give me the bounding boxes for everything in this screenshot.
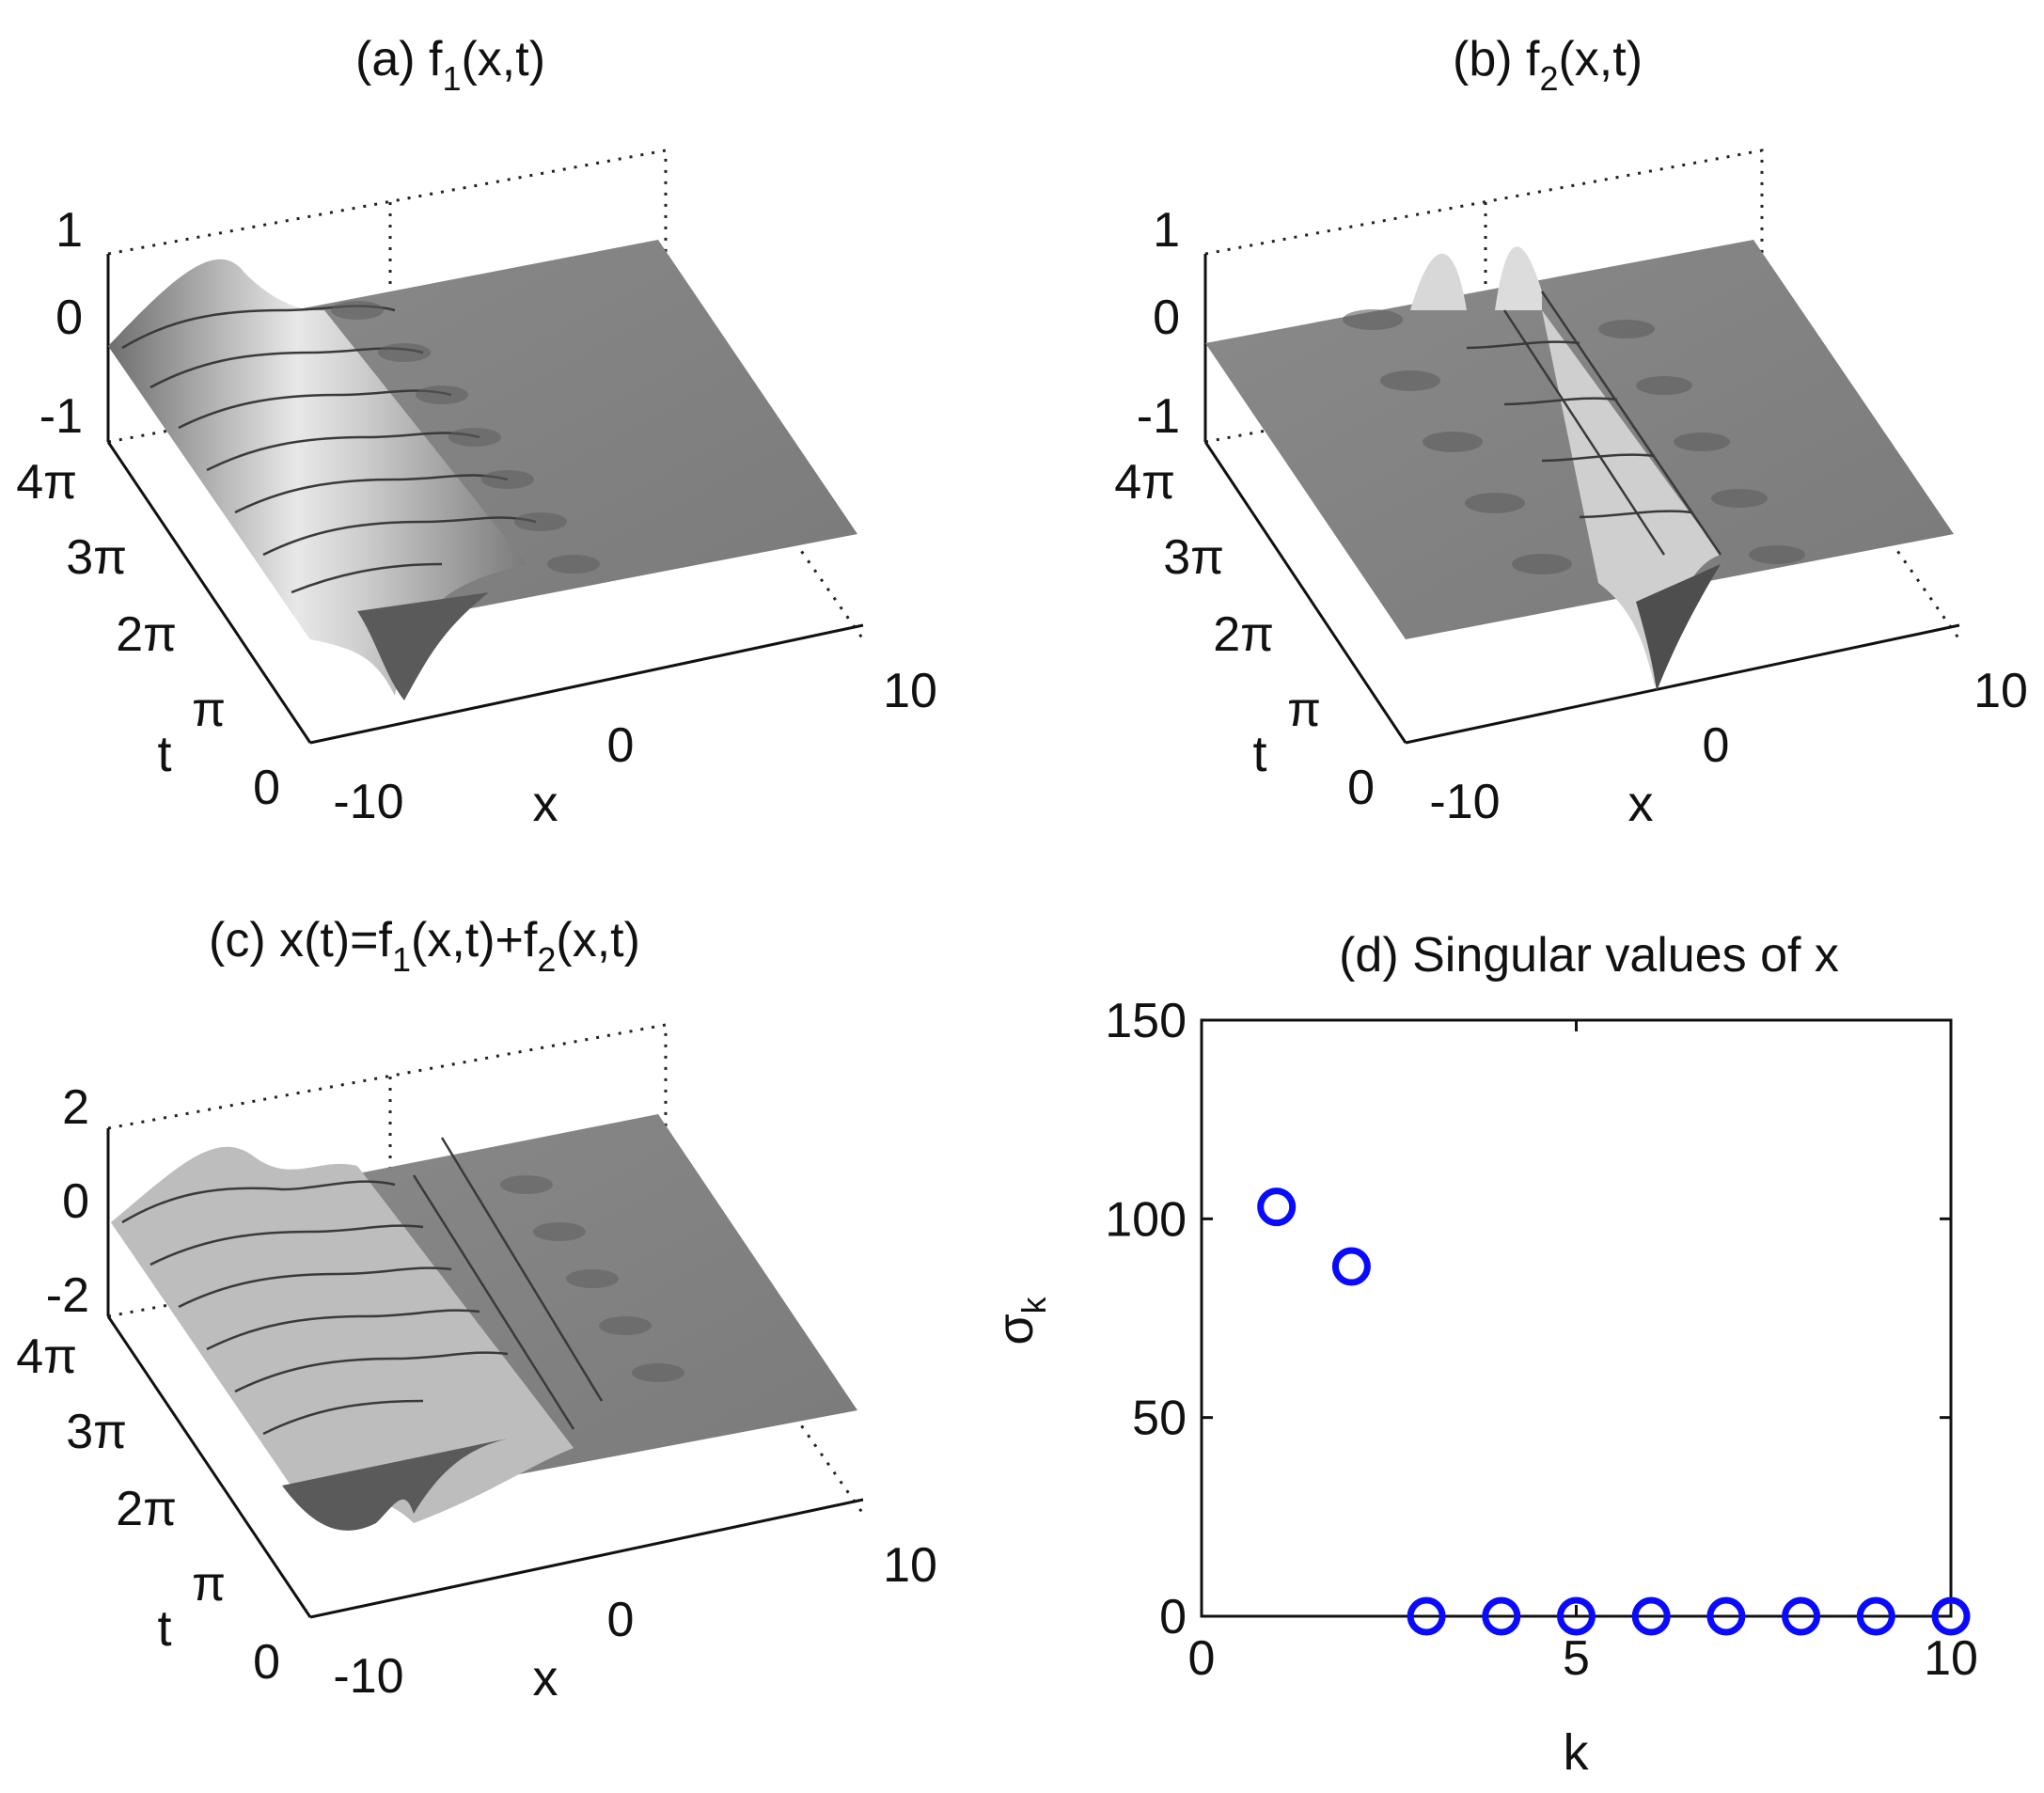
t-tick-label: π <box>192 683 226 737</box>
t-tick-label: 2π <box>1213 607 1274 662</box>
panel-c-title: (c) x(t)=f1(x,t)+f2(x,t) <box>209 913 640 979</box>
panel-a-title: (a) f1(x,t) <box>355 32 545 98</box>
z-tick-label: -1 <box>1137 389 1180 444</box>
x-tick-label: 10 <box>883 664 937 718</box>
t-tick-label: 0 <box>1347 761 1375 815</box>
scatter-marker <box>1931 1596 1971 1636</box>
t-tick-label: 3π <box>1163 530 1224 585</box>
x-tick-label: 0 <box>607 1593 635 1647</box>
y-axis-label: σk <box>987 1296 1053 1345</box>
t-tick-label: 4π <box>16 1329 77 1384</box>
x-tick-label: 10 <box>1924 1631 1978 1686</box>
scatter-marker <box>1331 1247 1371 1286</box>
scatter-marker <box>1257 1187 1297 1227</box>
panel-d-markers <box>1257 1187 1971 1636</box>
scatter-marker <box>1706 1596 1746 1636</box>
t-tick-label: 3π <box>66 530 127 585</box>
scatter-marker <box>1631 1596 1671 1636</box>
z-tick-label: 0 <box>1153 291 1180 345</box>
z-tick-label: -1 <box>39 389 83 444</box>
scatter-marker <box>1782 1596 1821 1636</box>
t-tick-label: 0 <box>253 1635 280 1690</box>
x-tick-label: -10 <box>333 1649 403 1704</box>
t-tick-label: 4π <box>16 455 77 510</box>
x-tick-label: 0 <box>607 718 635 773</box>
x-tick-label: 0 <box>1188 1631 1216 1686</box>
panel-b: (b) f2(x,t) <box>1114 32 2028 832</box>
panel-a-surface <box>108 240 857 700</box>
x-tick-label: 10 <box>883 1538 937 1593</box>
y-tick-label: 0 <box>1159 1590 1187 1644</box>
panel-b-surface <box>1205 240 1954 691</box>
t-tick-label: π <box>192 1557 226 1612</box>
x-tick-label: -10 <box>333 775 403 829</box>
t-tick-label: π <box>1287 683 1321 737</box>
x-axis-label: x <box>533 1650 558 1706</box>
scatter-marker <box>1856 1596 1895 1636</box>
scatter-marker <box>1482 1596 1521 1636</box>
t-axis-label: t <box>1252 726 1266 782</box>
x-axis-label: x <box>533 776 558 832</box>
t-tick-label: 0 <box>253 761 280 815</box>
panel-a: (a) f1(x,t) <box>16 32 937 832</box>
scatter-marker <box>1557 1596 1596 1636</box>
t-axis-label: t <box>157 726 171 782</box>
panel-c: (c) x(t)=f1(x,t)+f2(x,t) <box>16 913 937 1706</box>
panel-c-surface <box>111 1114 857 1531</box>
panel-b-title: (b) f2(x,t) <box>1453 32 1643 98</box>
t-tick-label: 4π <box>1114 455 1175 510</box>
plot-area-frame <box>1200 1018 1953 1618</box>
x-tick-label: 10 <box>1973 664 2028 718</box>
y-tick-label: 100 <box>1105 1192 1187 1247</box>
t-tick-label: 2π <box>116 1482 177 1536</box>
z-tick-label: 0 <box>55 291 83 345</box>
panel-d-title: (d) Singular values of x <box>1339 928 1839 983</box>
z-tick-label: 2 <box>62 1080 89 1135</box>
z-tick-label: -2 <box>46 1268 89 1323</box>
x-tick-label: -10 <box>1429 775 1500 829</box>
x-tick-label: 0 <box>1703 718 1730 773</box>
scatter-marker <box>1407 1596 1446 1636</box>
z-tick-label: 1 <box>55 203 83 258</box>
t-tick-label: 3π <box>66 1405 127 1459</box>
x-axis-label: x <box>1628 776 1654 832</box>
z-tick-label: 0 <box>62 1174 89 1229</box>
y-tick-label: 50 <box>1132 1392 1187 1446</box>
y-tick-label: 150 <box>1105 994 1187 1048</box>
panel-d-ticks: 0 50 100 150 0 5 10 <box>1105 994 1978 1686</box>
z-tick-label: 1 <box>1153 203 1180 258</box>
x-tick-label: 5 <box>1563 1631 1590 1686</box>
x-axis-label: k <box>1564 1724 1590 1781</box>
t-axis-label: t <box>157 1600 171 1657</box>
panel-d: (d) Singular values of x 0 50 100 150 0 5 10 k… <box>987 928 1978 1781</box>
t-tick-label: 2π <box>116 607 177 662</box>
